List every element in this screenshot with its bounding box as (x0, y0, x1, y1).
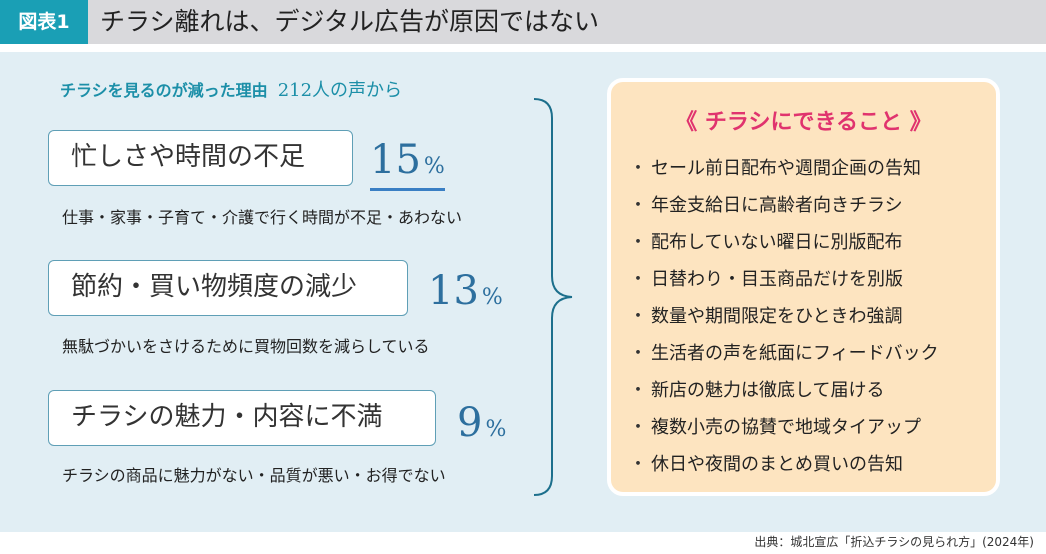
reason-percent-unit-3: % (485, 417, 507, 442)
reasons-count: 212人の声から (277, 80, 403, 101)
bullet-icon: ・ (629, 306, 647, 327)
reason-box-3: チラシの魅力・内容に不満 (48, 390, 436, 446)
reason-desc-2: 無駄づかいをさけるために買物回数を減らしている (62, 337, 430, 356)
list-item-text: 生活者の声を紙面にフィードバック (651, 343, 939, 364)
header-bar: 図表1 チラシ離れは、デジタル広告が原因ではない (0, 0, 1046, 44)
can-do-list: ・セール前日配布や週間企画の告知 ・年金支給日に高齢者向きチラシ ・配布していな… (629, 150, 939, 483)
reason-percent-num-2: 13 (428, 268, 479, 314)
list-item: ・配布していない曜日に別版配布 (629, 224, 939, 261)
reason-desc-1: 仕事・家事・子育て・介護で行く時間が不足・あわない (62, 208, 463, 227)
reason-desc-3: チラシの商品に魅力がない・品質が悪い・お得でない (62, 466, 446, 485)
reason-percent-num-1: 15 (370, 137, 421, 183)
bullet-icon: ・ (629, 269, 647, 290)
list-item: ・休日や夜間のまとめ買いの告知 (629, 446, 939, 483)
list-item-text: 年金支給日に高齢者向きチラシ (651, 195, 903, 216)
reason-label-1: 忙しさや時間の不足 (71, 142, 306, 172)
can-do-title: 《 チラシにできること 》 (675, 110, 932, 135)
list-item: ・数量や期間限定をひときわ強調 (629, 298, 939, 335)
can-do-box: 《 チラシにできること 》 ・セール前日配布や週間企画の告知 ・年金支給日に高齢… (607, 78, 1000, 496)
reason-percent-3: 9% (457, 400, 506, 446)
list-item-text: 複数小売の協賛で地域タイアップ (651, 417, 921, 438)
list-item-text: 新店の魅力は徹底して届ける (651, 380, 885, 401)
list-item: ・新店の魅力は徹底して届ける (629, 372, 939, 409)
list-item: ・日替わり・目玉商品だけを別版 (629, 261, 939, 298)
reason-percent-1: 15% (370, 140, 445, 191)
list-item-text: 配布していない曜日に別版配布 (651, 232, 903, 253)
bullet-icon: ・ (629, 232, 647, 253)
reason-box-2: 節約・買い物頻度の減少 (48, 260, 408, 316)
list-item-text: 日替わり・目玉商品だけを別版 (651, 269, 903, 290)
bullet-icon: ・ (629, 380, 647, 401)
bullet-icon: ・ (629, 454, 647, 475)
reason-percent-unit-1: % (423, 154, 445, 179)
reason-label-2: 節約・買い物頻度の減少 (71, 272, 358, 302)
reason-percent-num-3: 9 (457, 400, 483, 446)
list-item: ・生活者の声を紙面にフィードバック (629, 335, 939, 372)
bullet-icon: ・ (629, 195, 647, 216)
list-item-text: 数量や期間限定をひときわ強調 (651, 306, 903, 327)
page-title: チラシ離れは、デジタル広告が原因ではない (100, 7, 600, 36)
list-item: ・複数小売の協賛で地域タイアップ (629, 409, 939, 446)
reason-label-3: チラシの魅力・内容に不満 (71, 402, 383, 432)
figure-label: 図表1 (0, 0, 88, 44)
reasons-heading: チラシを見るのが減った理由 212人の声から (60, 76, 402, 102)
bullet-icon: ・ (629, 158, 647, 179)
reasons-title: チラシを見るのが減った理由 (60, 81, 268, 100)
bullet-icon: ・ (629, 343, 647, 364)
reason-percent-2: 13% (428, 268, 503, 314)
right-brace-icon (533, 98, 573, 496)
source-note: 出典：城北宣広「折込チラシの見られ方」(2024年) (754, 535, 1034, 549)
list-item-text: セール前日配布や週間企画の告知 (651, 158, 921, 179)
bullet-icon: ・ (629, 417, 647, 438)
list-item: ・セール前日配布や週間企画の告知 (629, 150, 939, 187)
list-item-text: 休日や夜間のまとめ買いの告知 (651, 454, 903, 475)
reason-percent-unit-2: % (481, 285, 503, 310)
reason-box-1: 忙しさや時間の不足 (48, 130, 353, 186)
list-item: ・年金支給日に高齢者向きチラシ (629, 187, 939, 224)
